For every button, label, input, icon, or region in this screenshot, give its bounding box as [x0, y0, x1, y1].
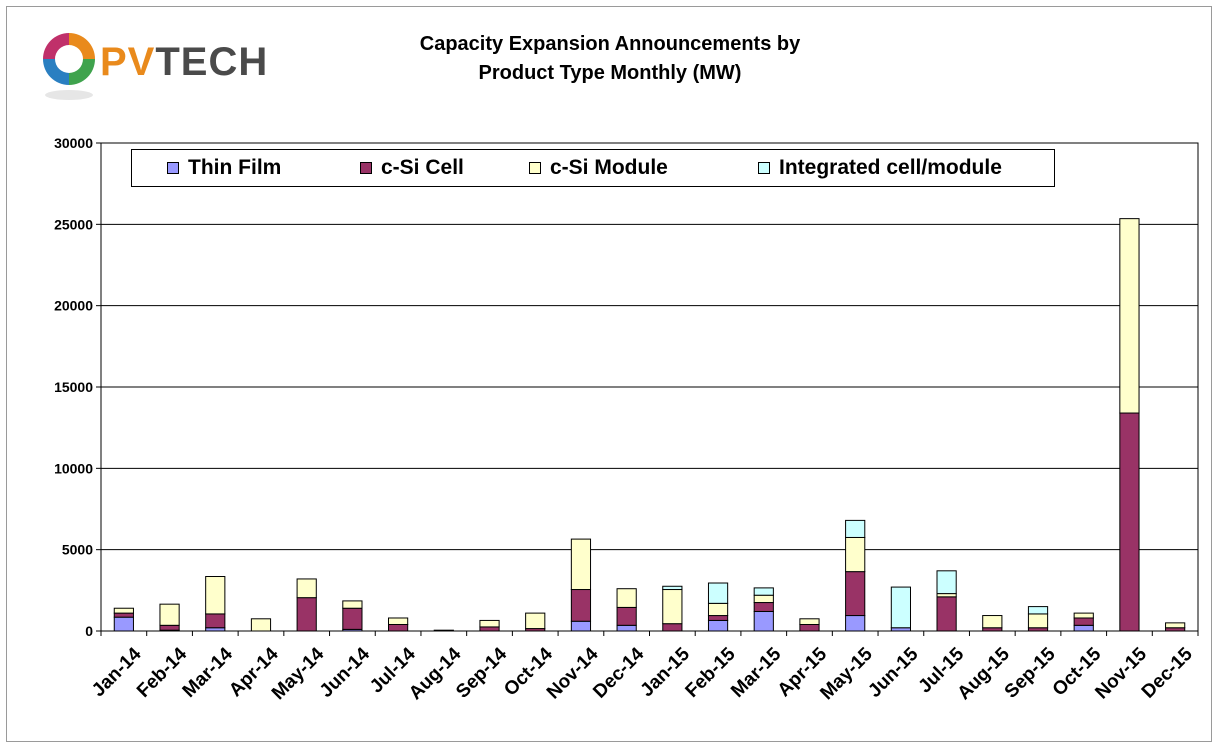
- bar-c-si-cell: [296, 597, 317, 632]
- bar-c-si-module: [113, 607, 134, 614]
- chart-title: Capacity Expansion Announcements by Prod…: [330, 30, 890, 88]
- y-tick-label: 25000: [54, 216, 93, 232]
- bar-c-si-module: [342, 600, 363, 609]
- bar-c-si-module: [205, 576, 226, 615]
- x-tick-label: Mar-14: [179, 643, 237, 701]
- legend-label: c-Si Cell: [381, 156, 464, 179]
- bar-c-si-cell: [845, 571, 866, 617]
- legend-label: Integrated cell/module: [779, 156, 1002, 179]
- bar-integrated-cell-module: [845, 519, 866, 538]
- bar-thin-film: [1073, 624, 1094, 632]
- bar-c-si-cell: [662, 623, 683, 632]
- bar-integrated-cell-module: [707, 582, 729, 604]
- y-tick-label: 30000: [54, 135, 93, 151]
- bar-c-si-module: [388, 617, 409, 625]
- y-tick-label: 0: [85, 623, 93, 639]
- x-tick-label: May-15: [816, 643, 877, 704]
- legend-swatch: [758, 162, 770, 174]
- x-tick-label: Aug-14: [405, 643, 466, 704]
- bar-thin-film: [707, 619, 729, 632]
- x-tick-label: Sep-14: [452, 643, 511, 702]
- chart-title-line-2: Product Type Monthly (MW): [478, 62, 742, 84]
- bar-c-si-module: [845, 536, 866, 573]
- x-tick-label: Feb-15: [682, 643, 740, 701]
- bar-integrated-cell-module: [936, 570, 957, 595]
- bar-c-si-module: [525, 612, 546, 630]
- x-tick-label: Nov-15: [1091, 643, 1151, 703]
- y-tick-label: 20000: [54, 298, 93, 314]
- bar-c-si-cell: [1119, 412, 1140, 632]
- bar-thin-film: [113, 616, 134, 632]
- bar-thin-film: [753, 610, 774, 632]
- bar-thin-film: [433, 629, 454, 632]
- logo-text-pv: PV: [100, 40, 156, 84]
- bar-c-si-cell: [159, 624, 180, 631]
- legend-label: Thin Film: [188, 156, 282, 179]
- bar-c-si-cell: [616, 606, 637, 626]
- bar-c-si-cell: [799, 623, 820, 632]
- x-tick-label: Nov-14: [543, 643, 603, 703]
- legend-swatch: [167, 162, 179, 174]
- pvtech-logo: PVTECH: [34, 25, 304, 105]
- x-tick-label: Jun-14: [316, 643, 374, 701]
- bar-c-si-module: [159, 603, 180, 626]
- bar-c-si-cell: [1073, 617, 1094, 626]
- bar-c-si-module: [799, 618, 820, 625]
- y-tick-label: 10000: [54, 460, 93, 476]
- legend-item: Thin Film: [167, 150, 281, 186]
- bar-c-si-module: [662, 589, 683, 625]
- bar-c-si-module: [707, 602, 729, 617]
- x-tick-label: Aug-15: [954, 643, 1015, 704]
- bar-c-si-module: [1165, 622, 1186, 629]
- x-tick-label: Feb-14: [133, 643, 191, 701]
- x-tick-label: Sep-15: [1001, 643, 1060, 702]
- bar-c-si-module: [753, 594, 774, 604]
- bar-c-si-module: [1073, 612, 1094, 619]
- bar-c-si-cell: [342, 607, 363, 630]
- legend-swatch: [360, 162, 372, 174]
- bar-integrated-cell-module: [890, 586, 911, 629]
- bar-integrated-cell-module: [662, 585, 683, 591]
- x-tick-label: Dec-15: [1138, 643, 1197, 702]
- logo-text-tech: TECH: [155, 40, 269, 84]
- bar-c-si-cell: [479, 626, 500, 632]
- x-tick-label: Jun-15: [864, 643, 922, 701]
- bar-integrated-cell-module: [753, 587, 774, 596]
- x-tick-label: Dec-14: [589, 643, 648, 702]
- chart-title-line-1: Capacity Expansion Announcements by: [419, 33, 801, 55]
- chart-legend: Thin Film c-Si Cell c-Si Module Integrated …: [131, 149, 1055, 187]
- legend-item: Integrated cell/module: [758, 150, 1002, 186]
- bar-c-si-module: [1119, 218, 1140, 414]
- bar-thin-film: [845, 615, 866, 632]
- bar-c-si-cell: [707, 615, 729, 621]
- x-tick-label: Mar-15: [727, 643, 785, 701]
- bar-c-si-cell: [936, 596, 957, 632]
- bar-c-si-module: [570, 538, 592, 591]
- logo-ring-icon: [43, 33, 95, 100]
- x-tick-label: May-14: [268, 643, 329, 704]
- legend-label: c-Si Module: [550, 156, 668, 179]
- bar-c-si-module: [479, 619, 500, 628]
- legend-swatch: [529, 162, 541, 174]
- legend-item: c-Si Cell: [360, 150, 464, 186]
- bar-c-si-module: [616, 588, 637, 608]
- bar-c-si-cell: [205, 613, 226, 629]
- logo-wordmark: PVTECH: [100, 42, 268, 82]
- bar-c-si-cell: [113, 612, 134, 618]
- bar-integrated-cell-module: [1027, 606, 1049, 615]
- y-tick-label: 5000: [62, 542, 93, 558]
- y-tick-label: 15000: [54, 379, 93, 395]
- bar-thin-film: [616, 624, 637, 632]
- bar-c-si-cell: [753, 602, 774, 612]
- bar-c-si-cell: [388, 623, 409, 632]
- bar-c-si-module: [982, 615, 1003, 629]
- bar-c-si-module: [250, 618, 272, 632]
- bar-thin-film: [570, 620, 592, 632]
- bar-c-si-module: [1027, 613, 1049, 629]
- legend-item: c-Si Module: [529, 150, 668, 186]
- bar-c-si-cell: [570, 589, 592, 622]
- bar-c-si-module: [296, 578, 317, 599]
